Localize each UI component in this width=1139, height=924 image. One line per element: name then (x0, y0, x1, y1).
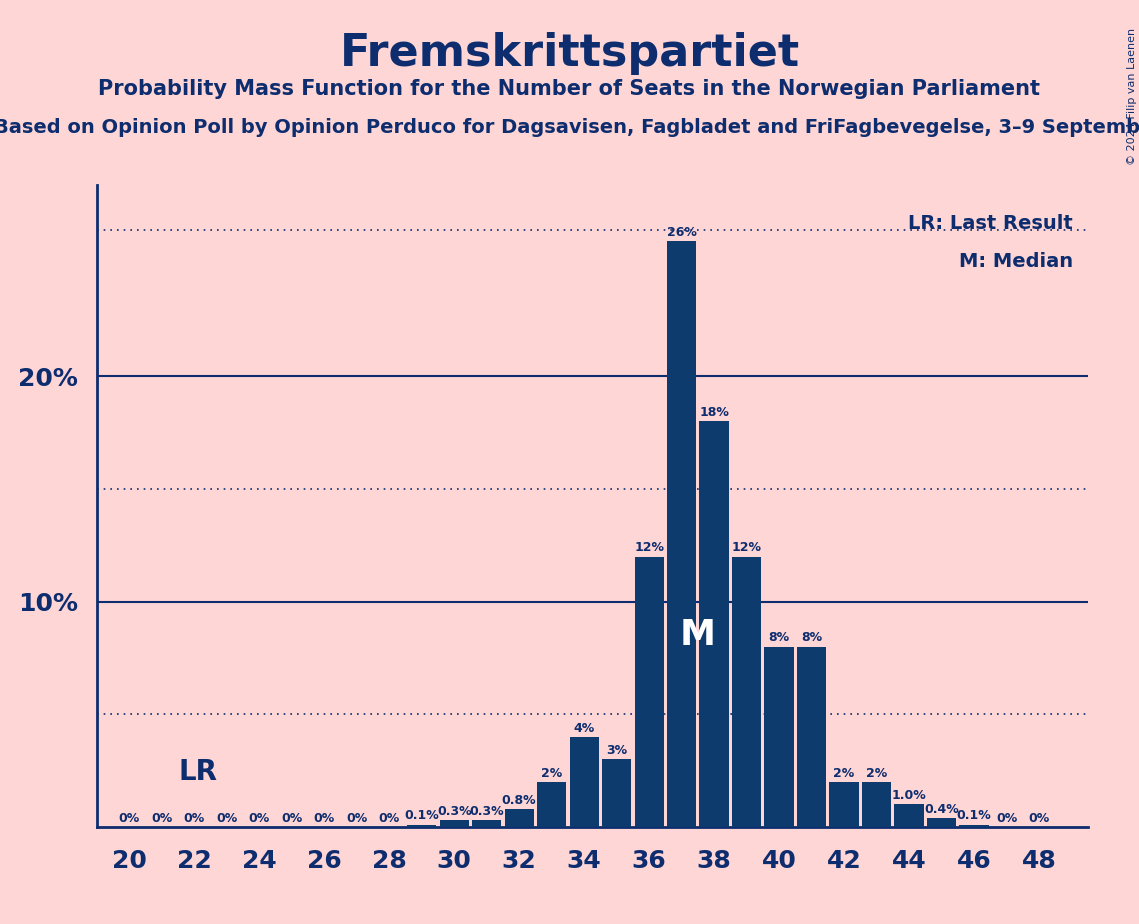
Bar (732, 556, 761, 827)
Text: 0%: 0% (151, 811, 172, 825)
Text: 0.3%: 0.3% (437, 805, 472, 818)
Text: 2%: 2% (866, 767, 887, 780)
Text: 0%: 0% (248, 811, 270, 825)
Text: 0%: 0% (1029, 811, 1050, 825)
Text: 0.4%: 0.4% (924, 803, 959, 816)
Text: LR: LR (178, 759, 218, 786)
Bar (538, 782, 566, 827)
Text: 0%: 0% (313, 811, 335, 825)
Bar (407, 825, 436, 827)
Text: 0%: 0% (216, 811, 237, 825)
Text: 0%: 0% (281, 811, 302, 825)
Text: 0%: 0% (378, 811, 400, 825)
Text: 12%: 12% (731, 541, 762, 554)
Bar (797, 647, 826, 827)
Text: 0%: 0% (118, 811, 140, 825)
Bar (699, 421, 729, 827)
Text: 0.1%: 0.1% (404, 809, 440, 822)
Bar (570, 736, 599, 827)
Bar (894, 805, 924, 827)
Bar (862, 782, 891, 827)
Text: 2%: 2% (834, 767, 854, 780)
Bar (927, 818, 956, 827)
Text: 18%: 18% (699, 407, 729, 419)
Bar (667, 241, 696, 827)
Text: 0.1%: 0.1% (957, 809, 991, 822)
Text: 0.3%: 0.3% (469, 805, 503, 818)
Bar (959, 825, 989, 827)
Text: Fremskrittspartiet: Fremskrittspartiet (339, 32, 800, 76)
Bar (634, 556, 664, 827)
Bar (829, 782, 859, 827)
Bar (440, 821, 469, 827)
Text: 12%: 12% (634, 541, 664, 554)
Text: 2%: 2% (541, 767, 563, 780)
Text: 4%: 4% (574, 722, 595, 735)
Text: 0.8%: 0.8% (502, 794, 536, 807)
Text: 0%: 0% (346, 811, 368, 825)
Text: 0%: 0% (183, 811, 205, 825)
Text: LR: Last Result: LR: Last Result (908, 213, 1073, 233)
Text: © 2024 Filip van Laenen: © 2024 Filip van Laenen (1126, 28, 1137, 164)
Text: 26%: 26% (666, 225, 697, 239)
Text: M: M (680, 618, 716, 652)
Text: 0%: 0% (995, 811, 1017, 825)
Text: Probability Mass Function for the Number of Seats in the Norwegian Parliament: Probability Mass Function for the Number… (98, 79, 1041, 99)
Bar (603, 760, 631, 827)
Text: 8%: 8% (769, 631, 789, 644)
Text: 3%: 3% (606, 744, 628, 757)
Bar (472, 821, 501, 827)
Text: Based on Opinion Poll by Opinion Perduco for Dagsavisen, Fagbladet and FriFagbev: Based on Opinion Poll by Opinion Perduco… (0, 118, 1139, 138)
Text: 1.0%: 1.0% (892, 789, 926, 802)
Text: 8%: 8% (801, 631, 822, 644)
Bar (505, 808, 534, 827)
Text: M: Median: M: Median (959, 252, 1073, 272)
Bar (764, 647, 794, 827)
